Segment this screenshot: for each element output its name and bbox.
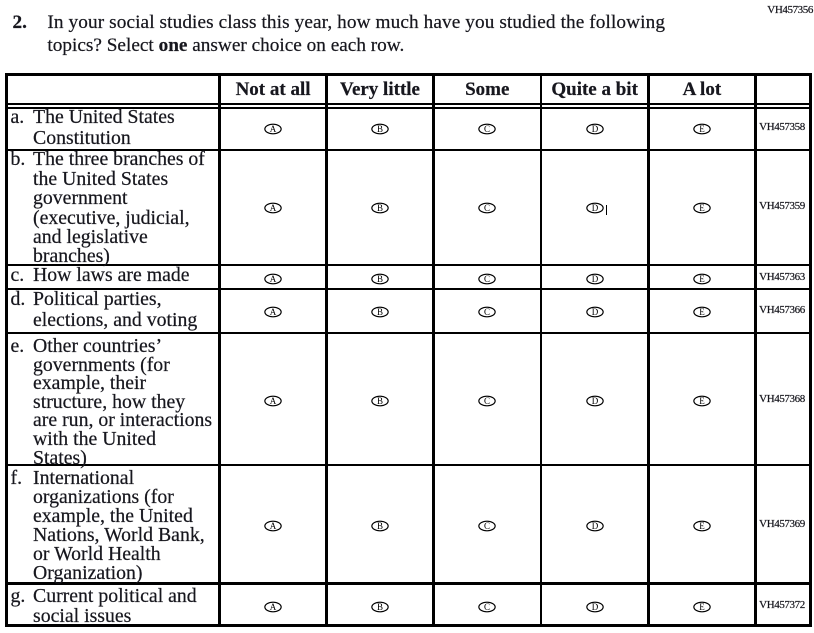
svg-text:B: B [377, 521, 383, 531]
svg-text:B: B [377, 203, 383, 213]
svg-text:B: B [377, 396, 383, 406]
svg-text:B: B [377, 124, 383, 134]
svg-text:B: B [377, 307, 383, 317]
svg-text:D: D [591, 396, 598, 406]
svg-text:A: A [270, 274, 277, 284]
svg-text:D: D [591, 307, 598, 317]
svg-text:D: D [591, 521, 598, 531]
svg-text:A: A [270, 602, 277, 612]
svg-text:C: C [484, 307, 490, 317]
svg-text:A: A [270, 396, 277, 406]
svg-text:C: C [484, 124, 490, 134]
svg-text:E: E [699, 124, 705, 134]
svg-text:E: E [699, 203, 705, 213]
svg-text:E: E [699, 602, 705, 612]
svg-text:E: E [699, 307, 705, 317]
svg-text:C: C [484, 274, 490, 284]
svg-text:D: D [591, 124, 598, 134]
svg-text:E: E [699, 521, 705, 531]
svg-text:C: C [484, 203, 490, 213]
svg-text:D: D [591, 203, 598, 213]
svg-text:B: B [377, 274, 383, 284]
svg-text:C: C [484, 521, 490, 531]
svg-text:D: D [591, 274, 598, 284]
svg-text:E: E [699, 396, 705, 406]
svg-text:D: D [591, 602, 598, 612]
svg-text:C: C [484, 396, 490, 406]
svg-text:A: A [270, 203, 277, 213]
svg-text:A: A [270, 521, 277, 531]
svg-text:B: B [377, 602, 383, 612]
svg-text:E: E [699, 274, 705, 284]
svg-text:A: A [270, 124, 277, 134]
svg-text:A: A [270, 307, 277, 317]
svg-text:C: C [484, 602, 490, 612]
